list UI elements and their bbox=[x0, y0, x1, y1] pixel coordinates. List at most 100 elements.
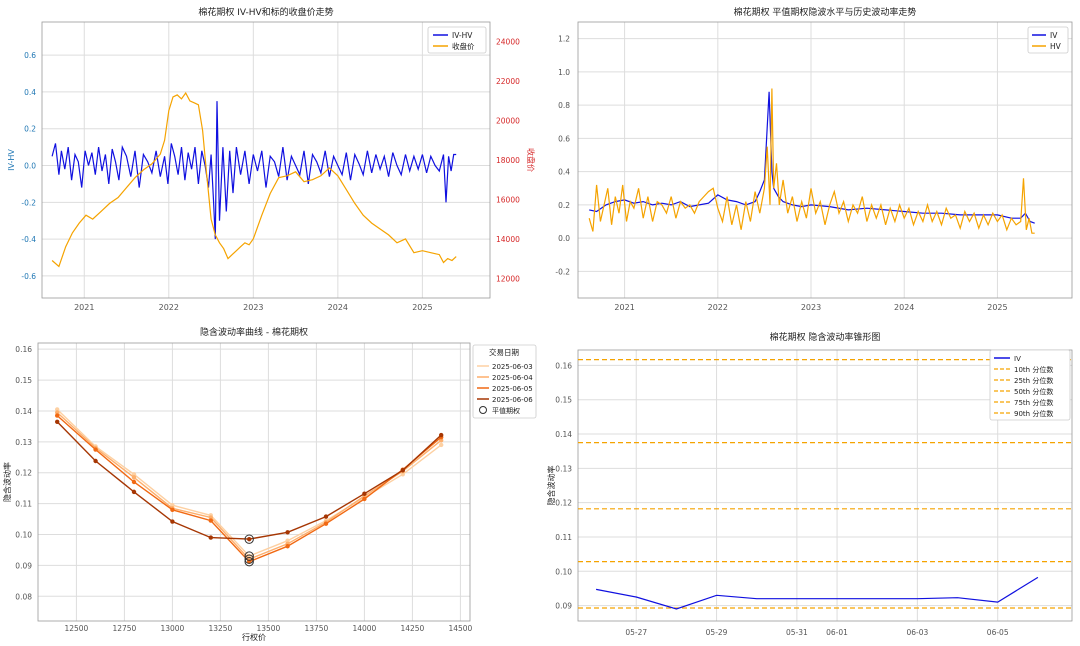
legend-atm-label: 平值期权 bbox=[492, 406, 520, 415]
y-tick-label: 1.2 bbox=[558, 35, 570, 44]
y-tick-label: 0.11 bbox=[555, 533, 572, 542]
legend-label: 收盘价 bbox=[452, 41, 475, 51]
smile-point bbox=[285, 544, 290, 549]
iv-cone-chart: 05-27 05-29 05-31 06-01 06-03 06-05 0.09 0.10 0.… bbox=[546, 331, 1073, 637]
legend-label: 2025-06-05 bbox=[492, 385, 533, 393]
x-tick-label: 12750 bbox=[112, 624, 136, 633]
y-tick-label: -0.2 bbox=[21, 198, 36, 207]
smile-point bbox=[170, 502, 175, 508]
y-axis-label: IV-HV bbox=[7, 149, 16, 171]
x-tick-label: 13750 bbox=[304, 624, 328, 633]
smile-point bbox=[247, 536, 252, 542]
legend-title: 交易日期 bbox=[489, 347, 519, 357]
plot-frame bbox=[37, 342, 471, 622]
y-right-tick-label: 12000 bbox=[496, 274, 520, 283]
x-tick-label: 2025 bbox=[987, 303, 1007, 312]
x-tick-label: 2023 bbox=[243, 303, 263, 312]
smile-point bbox=[285, 530, 290, 535]
atm-marker bbox=[244, 534, 254, 544]
smile-point bbox=[131, 489, 137, 495]
atm-marker bbox=[244, 556, 254, 567]
y-tick-label: 0.12 bbox=[15, 469, 32, 478]
y-tick-label: 0.6 bbox=[558, 134, 570, 143]
y-right-tick-label: 14000 bbox=[496, 235, 520, 244]
y-tick-label: 0.09 bbox=[15, 561, 32, 570]
smile-point bbox=[208, 515, 213, 520]
y-tick-label: 0.4 bbox=[24, 88, 36, 97]
y-tick-label: -0.6 bbox=[21, 272, 36, 281]
y-tick-label: -0.4 bbox=[21, 235, 36, 244]
smile-point bbox=[170, 519, 175, 524]
legend-label: 50th 分位数 bbox=[1014, 387, 1053, 396]
x-tick-label: 2022 bbox=[159, 303, 179, 312]
chart-title: 棉花期权 平值期权隐波水平与历史波动率走势 bbox=[734, 6, 917, 18]
legend-label: IV bbox=[1014, 355, 1021, 363]
y-right-tick-label: 20000 bbox=[496, 117, 520, 126]
smile-point bbox=[362, 496, 367, 502]
x-tick-label: 2024 bbox=[328, 303, 348, 312]
y-right-tick-label: 18000 bbox=[496, 156, 520, 165]
y-tick-label: 0.0 bbox=[24, 162, 36, 171]
legend-label: 90th 分位数 bbox=[1014, 409, 1053, 418]
x-tick-label: 13250 bbox=[208, 624, 232, 633]
legend-label: HV bbox=[1050, 42, 1062, 51]
series-line bbox=[51, 101, 457, 240]
smile-point bbox=[93, 458, 98, 464]
series-line bbox=[588, 88, 1035, 234]
x-tick-label: 2021 bbox=[74, 303, 94, 312]
legend-label: 2025-06-03 bbox=[492, 363, 533, 371]
legend-label: 10th 分位数 bbox=[1014, 365, 1053, 374]
y-tick-label: 0.13 bbox=[555, 464, 572, 473]
chart-title: 棉花期权 隐含波动率锥形图 bbox=[770, 331, 881, 343]
plot-frame bbox=[577, 349, 1073, 622]
y-tick-label: 0.15 bbox=[555, 396, 572, 405]
y-tick-label: 0.8 bbox=[558, 101, 570, 110]
y-tick-label: 0.10 bbox=[15, 531, 32, 540]
x-tick-label: 2025 bbox=[412, 303, 432, 312]
y-tick-label: 0.12 bbox=[555, 499, 572, 508]
y-tick-label: 1.0 bbox=[558, 68, 570, 77]
atm-marker bbox=[244, 554, 254, 564]
y-right-tick-label: 16000 bbox=[496, 195, 520, 204]
x-tick-label: 13000 bbox=[160, 624, 184, 633]
legend-label: IV bbox=[1050, 31, 1058, 40]
y-tick-label: 0.2 bbox=[558, 201, 570, 210]
smile-point bbox=[93, 447, 98, 452]
y-tick-label: 0.2 bbox=[24, 125, 36, 134]
smile-point bbox=[439, 442, 444, 448]
legend-atm-swatch bbox=[479, 406, 487, 414]
smile-point bbox=[362, 491, 367, 496]
smile-point bbox=[208, 535, 213, 540]
x-tick-label: 2024 bbox=[894, 303, 914, 312]
y-right-tick-label: 24000 bbox=[496, 38, 520, 47]
smile-point bbox=[439, 432, 444, 438]
x-tick-label: 2023 bbox=[801, 303, 821, 312]
iv-hv-price-chart: 2021 2022 2023 2024 2025 -0.6 -0.4 -0.2 0.0 0.2 0.… bbox=[7, 6, 536, 312]
legend-box bbox=[1027, 26, 1069, 54]
atm-iv-hv-chart: 2021 2022 2023 2024 2025 -0.2 0.0 0.2 0.4 0.6 0.8 1… bbox=[555, 6, 1073, 312]
atm-marker bbox=[244, 551, 254, 561]
y-tick-label: 0.11 bbox=[15, 500, 32, 509]
smile-point bbox=[170, 507, 175, 512]
y-tick-label: 0.0 bbox=[558, 234, 570, 243]
smile-point bbox=[323, 521, 329, 526]
y-tick-label: 0.6 bbox=[24, 51, 36, 60]
smile-point bbox=[285, 538, 290, 543]
smile-line bbox=[56, 421, 442, 540]
smile-point bbox=[400, 468, 405, 473]
legend-label: 2025-06-04 bbox=[492, 374, 533, 382]
y-tick-label: 0.14 bbox=[555, 430, 572, 439]
legend-label: 2025-06-06 bbox=[492, 396, 533, 404]
smile-point bbox=[323, 514, 329, 519]
smile-point bbox=[131, 472, 137, 477]
legend-label: IV-HV bbox=[452, 31, 473, 40]
iv-smile-chart: 12500 12750 13000 13250 13500 13750 14000 14250… bbox=[2, 326, 537, 642]
chart-title: 棉花期权 IV-HV和标的收盘价走势 bbox=[198, 6, 333, 18]
y-tick-label: 0.16 bbox=[15, 345, 32, 354]
legend-label: 75th 分位数 bbox=[1014, 398, 1053, 407]
smile-point bbox=[400, 472, 405, 477]
series-line bbox=[51, 91, 457, 268]
x-tick-label: 06-03 bbox=[906, 628, 928, 637]
x-tick-label: 14250 bbox=[400, 624, 424, 633]
smile-point bbox=[55, 407, 60, 412]
